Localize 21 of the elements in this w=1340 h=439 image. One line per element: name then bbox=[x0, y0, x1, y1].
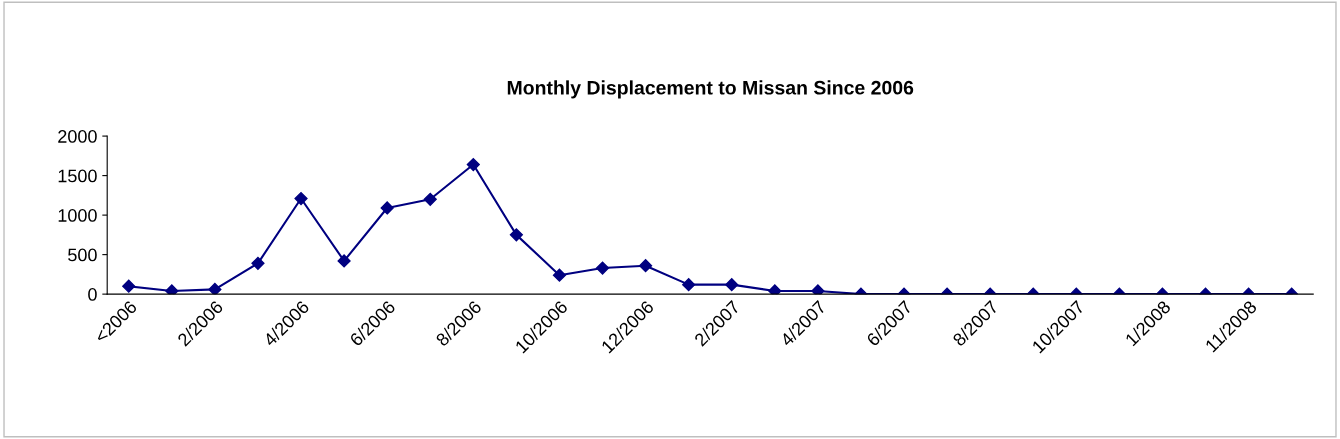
point bbox=[294, 191, 308, 206]
point bbox=[337, 254, 351, 268]
point bbox=[768, 284, 782, 295]
point bbox=[639, 259, 653, 273]
point bbox=[208, 282, 222, 295]
point bbox=[165, 284, 179, 295]
y-tick-label: 500 bbox=[68, 248, 97, 262]
point bbox=[423, 192, 437, 206]
y-tick-label: 0 bbox=[88, 288, 97, 301]
point bbox=[552, 268, 567, 282]
point bbox=[595, 261, 610, 275]
point bbox=[509, 228, 523, 242]
y-tick-label: 1000 bbox=[58, 209, 97, 222]
point bbox=[380, 201, 394, 215]
point bbox=[811, 284, 825, 295]
point bbox=[122, 279, 136, 293]
y-tick-label: 2000 bbox=[58, 130, 97, 143]
chart-title: Monthly Displacement to Missan Since 2006 bbox=[507, 80, 914, 99]
point bbox=[466, 157, 480, 172]
point bbox=[251, 256, 265, 270]
y-tick-label: 1500 bbox=[58, 169, 97, 183]
